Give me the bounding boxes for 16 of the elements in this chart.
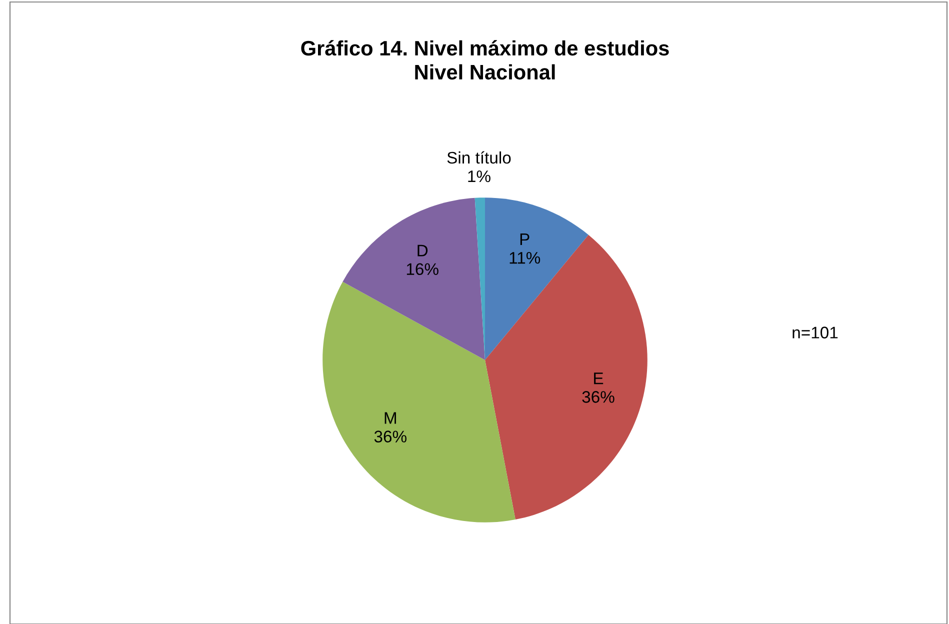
pie-slice (485, 198, 589, 360)
chart-title: Gráfico 14. Nivel máximo de estudios Nivel Nacional (301, 40, 669, 80)
pie-slice (342, 198, 485, 360)
slice-label: M (384, 412, 396, 424)
text: n=101 (792, 326, 838, 338)
data-label: 36% (374, 430, 406, 442)
data-label: 1% (468, 170, 490, 182)
slice-label: P (520, 234, 530, 246)
data-label: 16% (406, 263, 438, 276)
pie-slice (485, 234, 648, 520)
slice-label: E (594, 372, 604, 384)
slice-label: Sin título (447, 151, 511, 164)
data-label: 11% (510, 252, 540, 264)
pie-slice (322, 282, 516, 522)
data-label: 36% (582, 391, 614, 403)
slice-label: D (418, 244, 428, 256)
